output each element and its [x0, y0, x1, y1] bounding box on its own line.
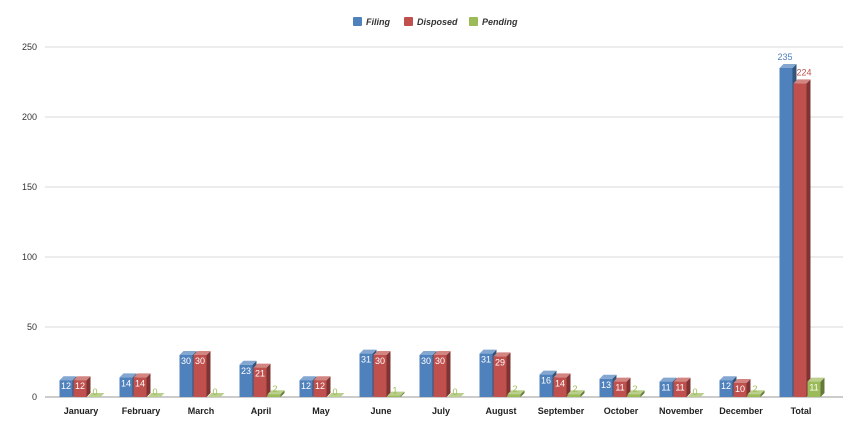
data-label: 12 — [75, 381, 85, 391]
data-label: 0 — [92, 387, 97, 397]
data-label: 2 — [572, 384, 577, 394]
x-tick-label: April — [251, 406, 272, 416]
x-tick-label: Total — [791, 406, 812, 416]
x-tick-label: October — [604, 406, 639, 416]
x-tick-label: February — [122, 406, 161, 416]
bar-disposed-november: 11 — [674, 378, 691, 397]
y-tick-label: 150 — [22, 182, 37, 192]
y-tick-label: 200 — [22, 112, 37, 122]
y-tick-label: 50 — [27, 322, 37, 332]
data-label: 14 — [555, 378, 565, 388]
y-axis: 0 50 100 150 200 250 — [22, 42, 37, 402]
bars: 1212014140303002321212120313013030031292… — [60, 52, 825, 397]
x-tick-label: November — [659, 406, 704, 416]
bar-pending-total: 11 — [808, 378, 825, 397]
bar-disposed-total: 224 — [794, 67, 812, 397]
legend-item-disposed: Disposed — [404, 17, 458, 27]
data-label: 31 — [481, 355, 491, 365]
gridlines — [45, 47, 843, 397]
data-label: 224 — [796, 67, 811, 77]
data-label: 30 — [375, 356, 385, 366]
legend-label: Filing — [366, 17, 390, 27]
data-label: 0 — [332, 387, 337, 397]
legend-label: Disposed — [417, 17, 458, 27]
x-tick-label: July — [432, 406, 450, 416]
bar-disposed-june: 30 — [374, 351, 391, 397]
legend-swatch — [353, 17, 362, 26]
x-tick-label: December — [719, 406, 763, 416]
x-tick-label: June — [370, 406, 391, 416]
bar-disposed-march: 30 — [194, 351, 211, 397]
data-label: 0 — [452, 387, 457, 397]
data-label: 30 — [195, 356, 205, 366]
data-label: 16 — [541, 376, 551, 386]
x-tick-label: September — [538, 406, 585, 416]
data-label: 12 — [301, 381, 311, 391]
data-label: 2 — [752, 384, 757, 394]
bar-disposed-july: 30 — [434, 351, 451, 397]
data-label: 0 — [212, 387, 217, 397]
data-label: 21 — [255, 369, 265, 379]
data-label: 29 — [495, 357, 505, 367]
x-tick-label: August — [486, 406, 517, 416]
bar-disposed-august: 29 — [494, 352, 511, 397]
legend-label: Pending — [482, 17, 518, 27]
data-label: 11 — [809, 383, 818, 393]
legend: Filing Disposed Pending — [353, 17, 518, 27]
y-tick-label: 0 — [32, 392, 37, 402]
legend-item-pending: Pending — [469, 17, 518, 27]
data-label: 30 — [181, 356, 191, 366]
x-axis: January February March April May June July Augu… — [64, 406, 812, 416]
bar-disposed-january: 12 — [74, 376, 91, 397]
data-label: 14 — [121, 378, 131, 388]
bar-disposed-may: 12 — [314, 376, 331, 397]
data-label: 30 — [435, 356, 445, 366]
bar-disposed-september: 14 — [554, 373, 571, 397]
data-label: 30 — [421, 356, 431, 366]
data-label: 2 — [512, 384, 517, 394]
data-label: 12 — [61, 381, 71, 391]
data-label: 13 — [601, 380, 611, 390]
data-label: 1 — [392, 386, 397, 396]
data-label: 2 — [272, 384, 277, 394]
data-label: 2 — [632, 384, 637, 394]
data-label: 31 — [361, 355, 371, 365]
legend-item-filing: Filing — [353, 17, 390, 27]
bar-disposed-april: 21 — [254, 364, 271, 397]
legend-swatch — [404, 17, 413, 26]
bar-disposed-february: 14 — [134, 373, 151, 397]
data-label: 23 — [241, 366, 251, 376]
data-label: 14 — [135, 378, 145, 388]
data-label: 11 — [615, 383, 624, 393]
data-label: 11 — [675, 383, 684, 393]
data-label: 0 — [152, 387, 157, 397]
x-tick-label: May — [312, 406, 330, 416]
legend-swatch — [469, 17, 478, 26]
data-label: 235 — [777, 52, 792, 62]
data-label: 12 — [315, 381, 325, 391]
data-label: 11 — [661, 383, 670, 393]
x-tick-label: March — [188, 406, 215, 416]
data-label: 10 — [735, 384, 745, 394]
y-tick-label: 100 — [22, 252, 37, 262]
data-label: 0 — [692, 387, 697, 397]
x-tick-label: January — [64, 406, 99, 416]
data-label: 12 — [721, 381, 731, 391]
y-tick-label: 250 — [22, 42, 37, 52]
